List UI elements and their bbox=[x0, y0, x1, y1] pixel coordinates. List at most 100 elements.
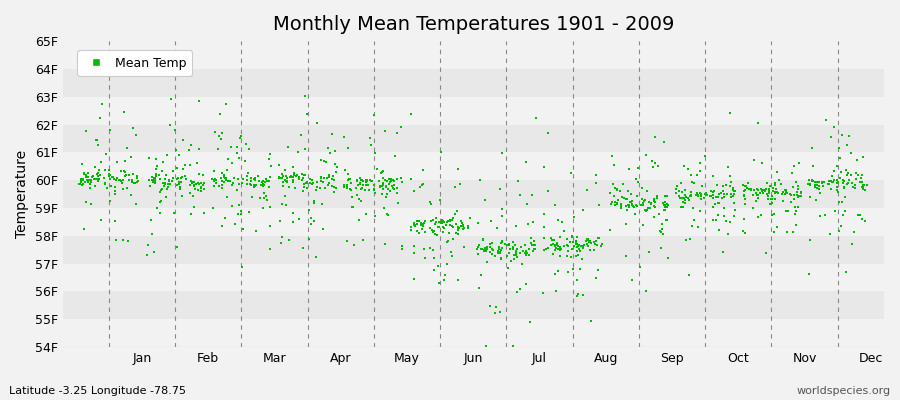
Point bbox=[85, 173, 99, 180]
Point bbox=[148, 248, 162, 255]
Point bbox=[858, 218, 872, 224]
Point bbox=[715, 195, 729, 201]
Point bbox=[576, 292, 590, 298]
Point bbox=[577, 242, 591, 249]
Point bbox=[122, 177, 136, 183]
Point bbox=[185, 193, 200, 199]
Point bbox=[513, 249, 527, 256]
Point bbox=[537, 210, 552, 217]
Point bbox=[784, 192, 798, 198]
Point bbox=[329, 185, 344, 191]
Point bbox=[376, 175, 391, 182]
Point bbox=[436, 218, 450, 225]
Point bbox=[354, 198, 368, 205]
Point bbox=[207, 177, 221, 184]
Point bbox=[561, 243, 575, 249]
Point bbox=[356, 237, 370, 243]
Point bbox=[546, 237, 561, 244]
Point bbox=[381, 186, 395, 192]
Point bbox=[148, 171, 163, 177]
Point bbox=[766, 188, 780, 195]
Point bbox=[495, 213, 509, 219]
Point bbox=[518, 250, 533, 256]
Point bbox=[690, 224, 705, 230]
Point bbox=[248, 176, 262, 183]
Point bbox=[704, 192, 718, 199]
Point bbox=[83, 177, 97, 183]
Point bbox=[581, 236, 596, 242]
Point bbox=[319, 159, 333, 165]
Point bbox=[822, 181, 836, 187]
Point bbox=[470, 246, 484, 252]
Point bbox=[273, 218, 287, 224]
Point bbox=[694, 192, 708, 199]
Point bbox=[736, 182, 751, 188]
Point bbox=[231, 154, 246, 161]
Point bbox=[710, 194, 724, 200]
Point bbox=[604, 201, 618, 208]
Point bbox=[616, 181, 630, 188]
Point bbox=[836, 177, 850, 183]
Point bbox=[653, 244, 668, 251]
Point bbox=[813, 190, 827, 196]
Point bbox=[254, 181, 268, 188]
Point bbox=[847, 229, 861, 236]
Point bbox=[178, 173, 193, 180]
Point bbox=[570, 277, 584, 283]
Point bbox=[856, 182, 870, 189]
Point bbox=[537, 224, 552, 230]
Point bbox=[575, 244, 590, 250]
Point bbox=[306, 180, 320, 186]
Point bbox=[808, 182, 823, 188]
Point bbox=[770, 223, 784, 230]
Point bbox=[310, 179, 325, 186]
Point bbox=[788, 211, 802, 217]
Point bbox=[515, 261, 529, 268]
Point bbox=[755, 188, 770, 194]
Point bbox=[626, 203, 641, 210]
Point bbox=[445, 223, 459, 229]
Point bbox=[625, 198, 639, 204]
Point bbox=[499, 241, 513, 247]
Point bbox=[478, 197, 492, 203]
Point bbox=[706, 204, 720, 210]
Point bbox=[838, 193, 852, 200]
Point bbox=[428, 231, 443, 237]
Point bbox=[488, 310, 502, 316]
Point bbox=[169, 182, 184, 188]
Point bbox=[108, 218, 122, 224]
Point bbox=[619, 221, 634, 227]
Point bbox=[368, 190, 382, 196]
Point bbox=[554, 219, 569, 226]
Point bbox=[358, 186, 373, 193]
Point bbox=[544, 237, 559, 244]
Point bbox=[424, 201, 438, 208]
Point bbox=[454, 223, 468, 230]
Point bbox=[753, 190, 768, 196]
Point bbox=[149, 205, 164, 211]
Point bbox=[108, 237, 122, 243]
Point bbox=[630, 193, 644, 199]
Point bbox=[118, 158, 132, 164]
Point bbox=[836, 212, 850, 218]
Point bbox=[580, 243, 595, 250]
Point bbox=[184, 142, 198, 148]
Point bbox=[830, 184, 844, 190]
Point bbox=[528, 115, 543, 121]
Point bbox=[81, 179, 95, 186]
Point bbox=[728, 206, 742, 213]
Point bbox=[443, 218, 457, 224]
Point bbox=[178, 162, 193, 169]
Point bbox=[244, 182, 258, 188]
Point bbox=[407, 188, 421, 194]
Point bbox=[176, 137, 190, 143]
Point bbox=[471, 251, 485, 258]
Point bbox=[590, 242, 605, 249]
Point bbox=[361, 182, 375, 188]
Point bbox=[349, 176, 364, 183]
Point bbox=[418, 229, 433, 235]
Point bbox=[508, 252, 523, 258]
Point bbox=[685, 223, 699, 229]
Point bbox=[292, 174, 307, 180]
Point bbox=[572, 266, 587, 272]
